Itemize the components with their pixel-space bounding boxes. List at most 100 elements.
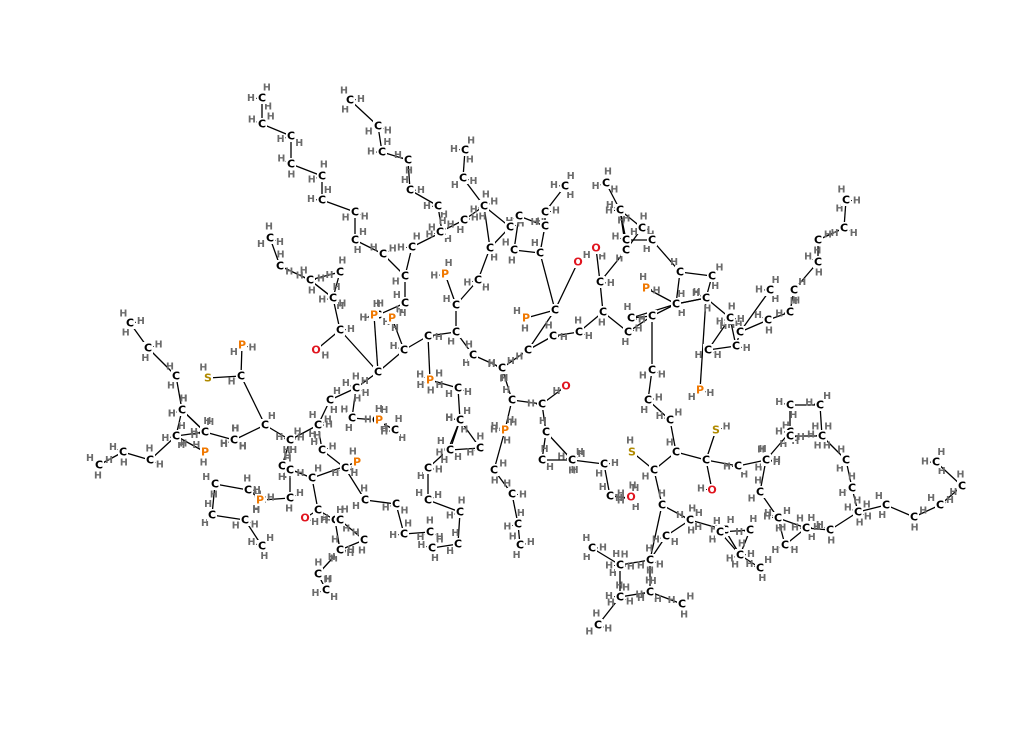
atom-label-background bbox=[595, 276, 605, 288]
hydrogen-atom-label: H bbox=[321, 513, 329, 524]
hydrogen-atom-label: H bbox=[629, 481, 637, 492]
hydrogen-atom-label: H bbox=[754, 476, 762, 487]
atom-label-background bbox=[236, 370, 246, 382]
hydrogen-atom-label: H bbox=[342, 378, 350, 389]
hydrogen-atom-label: H bbox=[848, 472, 856, 483]
carbon-atom-label: C bbox=[814, 234, 822, 247]
carbon-atom-label: C bbox=[854, 506, 862, 519]
atom-label-background bbox=[500, 424, 510, 436]
atom-label-background bbox=[731, 340, 741, 352]
hydrogen-atom-label: H bbox=[790, 296, 798, 307]
bond bbox=[554, 261, 579, 311]
hydrogen-atom-label: H bbox=[765, 326, 773, 337]
hydrogen-atom-label: H bbox=[447, 336, 455, 347]
hydrogen-atom-label: H bbox=[370, 243, 378, 254]
hydrogen-layer: H H H H H H H H H H H H H H H H H H H H H H H H H H H H H H H H H H H H H H H H… bbox=[86, 83, 965, 638]
hydrogen-atom-label: H bbox=[391, 323, 399, 334]
bond bbox=[427, 335, 431, 381]
hydrogen-atom-label: H bbox=[637, 561, 645, 572]
atom-label-background bbox=[550, 304, 560, 316]
hydrogen-atom-label: H bbox=[199, 363, 207, 374]
hydrogen-atom-label: H bbox=[384, 126, 392, 137]
atom-label-background bbox=[573, 256, 583, 268]
hydrogen-atom-label: H bbox=[773, 455, 781, 466]
hydrogen-atom-label: H bbox=[445, 413, 453, 424]
carbon-atom-label: C bbox=[461, 144, 469, 157]
carbon-atom-label: C bbox=[178, 404, 186, 417]
carbon-atom-label: C bbox=[404, 154, 412, 167]
hydrogen-atom-label: H bbox=[836, 203, 844, 214]
hydrogen-atom-label: H bbox=[382, 502, 390, 513]
hydrogen-atom-label: H bbox=[509, 417, 517, 428]
hydrogen-atom-label: H bbox=[397, 242, 405, 253]
atom-label-background bbox=[701, 292, 711, 304]
atom-label-background bbox=[521, 312, 531, 324]
hydrogen-atom-label: H bbox=[249, 343, 257, 354]
hydrogen-atom-label: H bbox=[630, 227, 638, 238]
hydrogen-atom-label: H bbox=[263, 83, 271, 94]
hydrogen-atom-label: H bbox=[938, 466, 946, 477]
carbon-atom-label: C bbox=[616, 204, 624, 217]
bond bbox=[207, 375, 242, 379]
atom-label-background bbox=[369, 309, 379, 321]
hydrogen-atom-label: H bbox=[878, 510, 886, 521]
hydrogen-atom-label: H bbox=[325, 420, 333, 431]
carbon-atom-label: C bbox=[672, 446, 680, 459]
bond bbox=[290, 163, 323, 177]
carbon-atom-label: C bbox=[201, 426, 209, 439]
hydrogen-atom-label: H bbox=[583, 552, 591, 563]
hydrogen-atom-label: H bbox=[759, 444, 767, 455]
hydrogen-atom-label: H bbox=[513, 306, 521, 317]
atom-label-background bbox=[745, 524, 755, 536]
atom-label-background bbox=[275, 260, 285, 272]
hydrogen-atom-label: H bbox=[428, 222, 436, 233]
hydrogen-atom-label: H bbox=[415, 488, 423, 499]
hydrogen-atom-label: H bbox=[380, 405, 388, 416]
hydrogen-atom-label: H bbox=[490, 425, 498, 436]
atom-label-background bbox=[350, 206, 360, 218]
oxygen-atom-label: O bbox=[591, 242, 600, 255]
carbon-atom-label: C bbox=[542, 426, 550, 439]
hydrogen-atom-label: H bbox=[499, 458, 507, 469]
hydrogen-atom-label: H bbox=[146, 444, 154, 455]
hydrogen-atom-label: H bbox=[804, 252, 812, 263]
atom-label-background bbox=[621, 244, 631, 256]
carbon-atom-label: C bbox=[734, 460, 742, 473]
hydrogen-atom-label: H bbox=[515, 351, 523, 362]
hydrogen-atom-label: H bbox=[552, 206, 560, 217]
carbon-atom-label: C bbox=[341, 462, 349, 475]
carbon-atom-label: C bbox=[506, 221, 514, 234]
carbon-atom-label: C bbox=[391, 424, 399, 437]
carbon-atom-label: C bbox=[361, 494, 369, 507]
hydrogen-atom-label: H bbox=[727, 515, 735, 526]
hydrogen-atom-label: H bbox=[427, 386, 435, 397]
hydrogen-atom-label: H bbox=[856, 517, 864, 528]
hydrogen-atom-label: H bbox=[310, 437, 318, 448]
atom-label-background bbox=[615, 591, 625, 603]
atom-label-background bbox=[378, 248, 388, 260]
atom-label-background bbox=[509, 244, 519, 256]
atom-label-background bbox=[761, 454, 771, 466]
hydrogen-atom-label: H bbox=[740, 470, 748, 481]
atom-label-background bbox=[627, 446, 637, 458]
hydrogen-atom-label: H bbox=[463, 277, 471, 288]
hydrogen-atom-label: H bbox=[353, 393, 361, 404]
hydrogen-atom-label: H bbox=[155, 339, 163, 350]
hydrogen-atom-label: H bbox=[737, 314, 745, 325]
hydrogen-atom-label: H bbox=[622, 214, 630, 225]
atom-label-background bbox=[489, 464, 499, 476]
atom-label-background bbox=[615, 559, 625, 571]
bond bbox=[679, 271, 713, 277]
hydrogen-atom-label: H bbox=[220, 439, 228, 450]
hydrogen-atom-label: H bbox=[927, 493, 935, 504]
hydrogen-atom-label: H bbox=[466, 448, 474, 459]
hydrogen-atom-label: H bbox=[735, 319, 743, 330]
atom-label-background bbox=[598, 306, 608, 318]
hydrogen-atom-label: H bbox=[239, 441, 247, 452]
atom-label-background bbox=[645, 554, 655, 566]
oxygen-atom-label: O bbox=[311, 344, 320, 357]
hydrogen-atom-label: H bbox=[521, 324, 529, 335]
atom-label-background bbox=[641, 282, 651, 294]
hydrogen-atom-label: H bbox=[330, 405, 338, 416]
carbon-atom-label: C bbox=[666, 414, 674, 427]
